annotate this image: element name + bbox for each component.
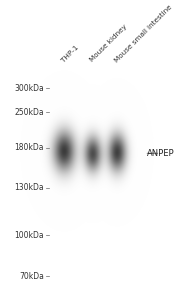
- Text: 100kDa: 100kDa: [14, 231, 44, 240]
- Text: THP-1: THP-1: [61, 44, 80, 63]
- Text: 70kDa: 70kDa: [19, 272, 44, 281]
- Text: ANPEP: ANPEP: [147, 149, 174, 158]
- Text: Mouse kidney: Mouse kidney: [89, 24, 129, 63]
- Text: Mouse small intestine: Mouse small intestine: [113, 4, 173, 63]
- Bar: [49, 67, 79, 287]
- Text: 180kDa: 180kDa: [14, 143, 44, 152]
- Text: 250kDa: 250kDa: [14, 108, 44, 117]
- Bar: [80, 67, 144, 287]
- Text: 300kDa: 300kDa: [14, 84, 44, 93]
- Text: 130kDa: 130kDa: [14, 183, 44, 192]
